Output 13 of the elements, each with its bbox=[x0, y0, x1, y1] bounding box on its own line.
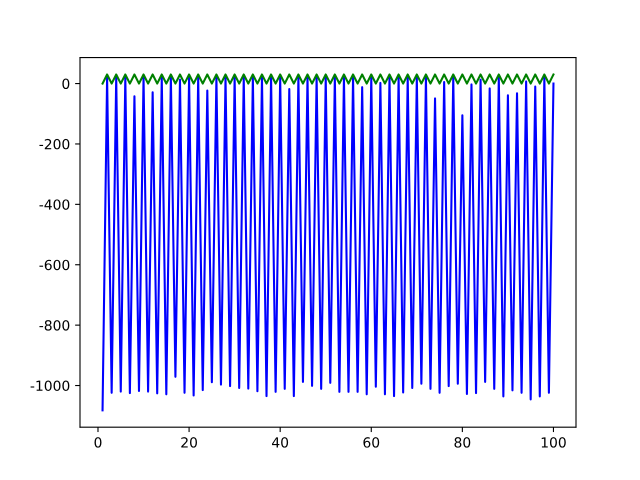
x-tick-label: 0 bbox=[94, 437, 102, 448]
y-tick-label: 0 bbox=[62, 78, 70, 90]
y-tick-label: -800 bbox=[39, 320, 70, 331]
y-tick-label: -600 bbox=[39, 260, 70, 270]
x-tick-label: 60 bbox=[363, 437, 380, 448]
x-tick-label: 80 bbox=[454, 437, 470, 448]
y-tick-label: -400 bbox=[39, 199, 70, 210]
line-series bbox=[102, 76, 554, 412]
x-tick-label: 20 bbox=[181, 437, 197, 448]
y-tick-label: -1000 bbox=[30, 380, 70, 392]
x-tick-label: 40 bbox=[272, 437, 288, 448]
x-tick-label: 100 bbox=[542, 437, 566, 448]
y-tick-label: -200 bbox=[39, 138, 70, 150]
